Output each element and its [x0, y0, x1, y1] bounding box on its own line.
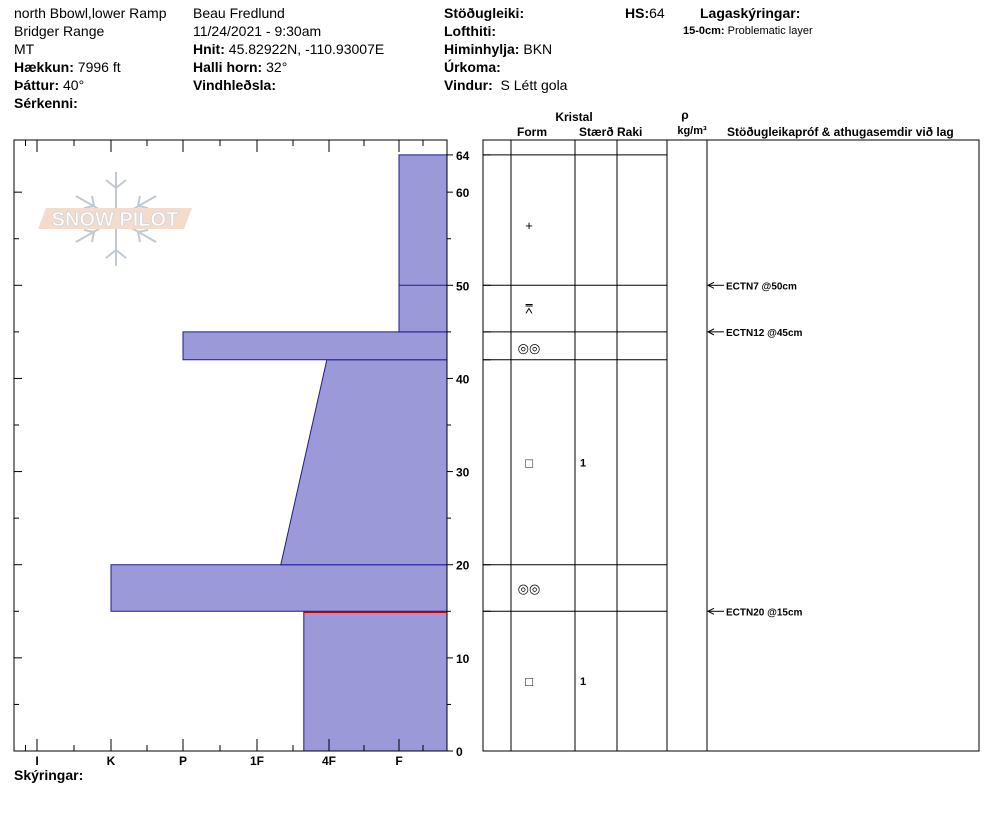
rho-header: ρ: [681, 108, 688, 122]
slope-angle: Halli horn: 32°: [193, 59, 288, 75]
stability-test-2: ECTN20 @15cm: [726, 607, 803, 618]
depth-label-60: 60: [456, 186, 470, 200]
depth-label-10: 10: [456, 652, 470, 666]
hardness-label-F: F: [395, 754, 402, 768]
hardness-layer-0: [303, 610, 448, 752]
header-middle: Beau Fredlund 11/24/2021 - 9:30am Hnit: …: [193, 4, 384, 94]
layer-notes-title: Lagaskýringar:: [700, 5, 801, 21]
hardness-label-I: I: [35, 754, 38, 768]
snow-height: HS:64: [625, 5, 665, 21]
hardness-layer-2: [280, 359, 448, 566]
layer-table-frame: [482, 139, 980, 752]
stability-arrow-0: [706, 281, 715, 289]
coordinates: Hnit: 45.82922N, -110.93007E: [193, 41, 385, 57]
grain-form-2: ◎◎: [518, 341, 541, 356]
density-unit-header: kg/m³: [677, 125, 707, 137]
depth-axis: 0 10 20 30 40 50 60 64: [446, 140, 470, 759]
hardness-label-K: K: [107, 754, 116, 768]
grain-form-4: ◎◎: [518, 581, 541, 596]
wind-loading: Vindhleðsla:: [193, 77, 276, 93]
grain-size-3: 1: [580, 457, 586, 469]
hardness-label-1F: 1F: [250, 754, 264, 768]
stability-arrow-1: [706, 328, 715, 336]
depth-label-50: 50: [456, 279, 470, 293]
observer: Beau Fredlund: [193, 5, 285, 21]
snowpilot-logo: SNOW PILOT: [38, 172, 192, 266]
moisture-header: Raki: [617, 125, 642, 139]
depth-label-40: 40: [456, 372, 470, 386]
depth-label-20: 20: [456, 559, 470, 573]
aspect: Þáttur: 40°: [14, 77, 85, 93]
hardness-label-P: P: [179, 754, 187, 768]
crystal-header: Kristal: [555, 110, 592, 124]
stability-test-0: ECTN7 @50cm: [726, 281, 797, 292]
depth-label-0: 0: [456, 745, 463, 759]
features: Sérkenni:: [14, 95, 78, 111]
grain-form-0: +: [525, 218, 533, 233]
elevation: Hækkun: 7996 ft: [14, 59, 121, 75]
hardness-layer-4: [398, 154, 448, 333]
form-header: Form: [517, 125, 547, 139]
size-header: Stærð: [579, 125, 614, 139]
hardness-layer-3: [182, 331, 448, 361]
stability-test-1: ECTN12 @45cm: [726, 328, 803, 339]
wind: Vindur: S Létt gola: [444, 77, 568, 93]
grain-form-1: ⩞: [525, 302, 533, 317]
air-temp: Lofthiti:: [444, 23, 497, 39]
precipitation: Úrkoma:: [444, 59, 501, 75]
hardness-plot: I K P 1F 4F F: [13, 139, 448, 768]
datetime: 11/24/2021 - 9:30am: [193, 23, 322, 39]
logo-text: SNOW PILOT: [52, 209, 179, 231]
stability: Stöðugleiki:: [444, 5, 525, 21]
header-left: north Bbowl,lower Ramp Bridger Range MT …: [14, 4, 167, 112]
hardness-label-4F: 4F: [322, 754, 336, 768]
state: MT: [14, 41, 35, 57]
header-right: Stöðugleiki: Lofthiti: Himinhylja: BKN Ú…: [444, 4, 567, 94]
grain-form-5: □: [525, 674, 533, 689]
depth-label-30: 30: [456, 466, 470, 480]
location: north Bbowl,lower Ramp: [14, 5, 167, 21]
mountain-range: Bridger Range: [14, 23, 105, 39]
sky-cover: Himinhylja: BKN: [444, 41, 553, 57]
layer-note: 15-0cm: Problematic layer: [683, 25, 813, 37]
grain-form-3: □: [525, 455, 533, 470]
legend-label: Skýringar:: [14, 767, 84, 783]
grain-size-5: 1: [580, 676, 586, 688]
stability-arrow-2: [706, 607, 715, 615]
hardness-layer-1: [110, 564, 448, 612]
stability-notes-header: Stöðugleikapróf & athugasemdir við lag: [727, 125, 954, 139]
depth-label-64: 64: [456, 149, 470, 163]
layer-table: + ⩞ ◎◎ □ 1 ◎◎ □ 1 ECTN7 @50cm ECTN12 @45cm ECTN20…: [482, 108, 980, 752]
